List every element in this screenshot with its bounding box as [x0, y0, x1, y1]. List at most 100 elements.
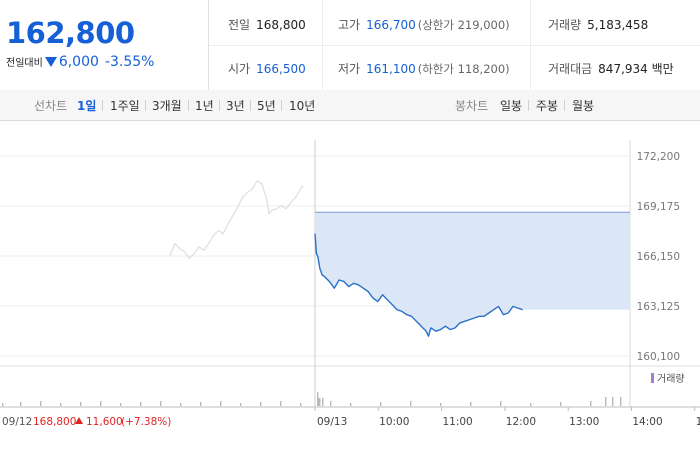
- volume-bar: [140, 402, 142, 406]
- volume-bar: [40, 401, 42, 406]
- volume-bar: [240, 403, 242, 406]
- stat-high: 고가 166,700 (상한가 219,000): [338, 16, 510, 33]
- prev-change-amount: 11,600: [86, 416, 123, 428]
- volume-bar: [380, 402, 382, 406]
- volume-bar: [470, 402, 472, 406]
- stat-label: 거래량: [548, 18, 582, 32]
- volume-bar: [560, 402, 562, 406]
- volume-bar: [612, 397, 614, 406]
- volume-bar: [500, 401, 502, 406]
- volume-bar: [317, 392, 319, 406]
- stat-value: 168,800: [256, 18, 306, 32]
- volume-bar: [410, 401, 412, 406]
- stat-value: 161,100: [366, 62, 416, 76]
- chart-tabs-bar: 선차트 1일 1주일 3개월 1년 3년 5년 10년 봉차트 일봉 주봉 월봉: [0, 90, 700, 121]
- stat-trade-amount: 거래대금 847,934 백만: [548, 60, 674, 77]
- tab-5year[interactable]: 5년: [257, 99, 276, 113]
- tab-separator: [188, 100, 189, 111]
- volume-bar: [330, 401, 332, 406]
- volume-bar: [280, 401, 282, 406]
- x-tick-label: 12:00: [506, 416, 536, 428]
- volume-bar: [590, 401, 592, 406]
- volume-bar: [530, 403, 532, 406]
- stat-open: 시가 166,500: [228, 60, 306, 77]
- volume-bar: [120, 403, 122, 406]
- x-tick-label: 14:00: [632, 416, 662, 428]
- stat-value: 5,183,458: [587, 18, 649, 32]
- volume-bar: [300, 403, 302, 406]
- volume-bar: [260, 402, 262, 406]
- tab-separator: [145, 100, 146, 111]
- tab-separator: [281, 100, 282, 111]
- volume-bar: [350, 403, 352, 406]
- stat-label: 전일: [228, 18, 251, 32]
- tab-monthly-candle[interactable]: 월봉: [572, 99, 595, 113]
- tab-3month[interactable]: 3개월: [152, 99, 182, 113]
- volume-legend-label: 거래량: [657, 373, 685, 385]
- lower-limit: (하한가 118,200): [417, 62, 510, 76]
- volume-bar: [180, 403, 182, 406]
- volume-bar: [2, 403, 4, 406]
- stat-value: 166,700: [366, 18, 416, 32]
- volume-bar: [220, 401, 222, 406]
- tab-3year[interactable]: 3년: [226, 99, 245, 113]
- x-tick-label: 15:00: [696, 416, 700, 428]
- stat-low: 저가 161,100 (하한가 118,200): [338, 60, 510, 77]
- tab-separator: [102, 100, 103, 111]
- line-chart-header: 선차트: [34, 99, 68, 113]
- tab-daily-candle[interactable]: 일봉: [500, 99, 523, 113]
- volume-legend-swatch: [651, 373, 654, 383]
- volume-bar: [318, 398, 320, 406]
- stats-row-divider: [209, 45, 700, 46]
- prev-change-pct: (+7.38%): [121, 416, 171, 428]
- volume-bar: [160, 401, 162, 406]
- y-tick-label: 172,200: [637, 151, 680, 163]
- stat-label: 시가: [228, 62, 251, 76]
- volume-bar: [80, 402, 82, 406]
- candle-chart-header: 봉차트: [455, 99, 489, 113]
- stat-volume: 거래량 5,183,458: [548, 16, 648, 33]
- tab-1year[interactable]: 1년: [195, 99, 214, 113]
- volume-bar: [200, 402, 202, 406]
- y-tick-label: 163,125: [637, 301, 680, 313]
- x-tick-label: 11:00: [442, 416, 472, 428]
- volume-bar: [100, 401, 102, 406]
- volume-bar: [620, 397, 622, 406]
- today-price-line: [314, 233, 523, 337]
- change-line: 전일대비 6,000 -3.55%: [6, 54, 154, 70]
- stat-label: 거래대금: [548, 62, 593, 76]
- tab-separator: [528, 100, 529, 111]
- change-percent: -3.55%: [104, 54, 155, 70]
- tab-separator: [564, 100, 565, 111]
- stats-col-divider: [322, 0, 323, 90]
- price-box: 162,800 전일대비 6,000 -3.55%: [0, 0, 209, 90]
- prev-close-price: 168,800: [33, 416, 76, 428]
- quote-header: 162,800 전일대비 6,000 -3.55% 전일 168,800 고가 166,…: [0, 0, 700, 91]
- tab-separator: [219, 100, 220, 111]
- volume-bar: [322, 398, 324, 406]
- upper-limit: (상한가 219,000): [417, 18, 510, 32]
- tab-weekly-candle[interactable]: 주봉: [536, 99, 559, 113]
- stat-value: 847,934 백만: [598, 62, 674, 76]
- stat-label: 저가: [338, 62, 361, 76]
- prev-day-price-line: [169, 180, 304, 260]
- volume-bar: [605, 397, 607, 406]
- tab-1day[interactable]: 1일: [77, 99, 97, 113]
- stat-prev-close: 전일 168,800: [228, 16, 306, 33]
- x-tick-label: 09/13: [317, 416, 347, 428]
- y-tick-label: 160,100: [637, 351, 680, 363]
- below-prev-close-area: [315, 212, 630, 337]
- volume-bar: [60, 403, 62, 406]
- y-tick-label: 169,175: [637, 201, 680, 213]
- volume-bar: [319, 398, 321, 406]
- prev-date-label: 09/12: [2, 416, 32, 428]
- tab-10year[interactable]: 10년: [289, 99, 316, 113]
- x-tick-label: 13:00: [569, 416, 599, 428]
- stat-label: 고가: [338, 18, 361, 32]
- x-tick-label: 10:00: [379, 416, 409, 428]
- tab-1week[interactable]: 1주일: [110, 99, 140, 113]
- change-amount: 6,000: [58, 54, 99, 70]
- tab-separator: [250, 100, 251, 111]
- stat-value: 166,500: [256, 62, 306, 76]
